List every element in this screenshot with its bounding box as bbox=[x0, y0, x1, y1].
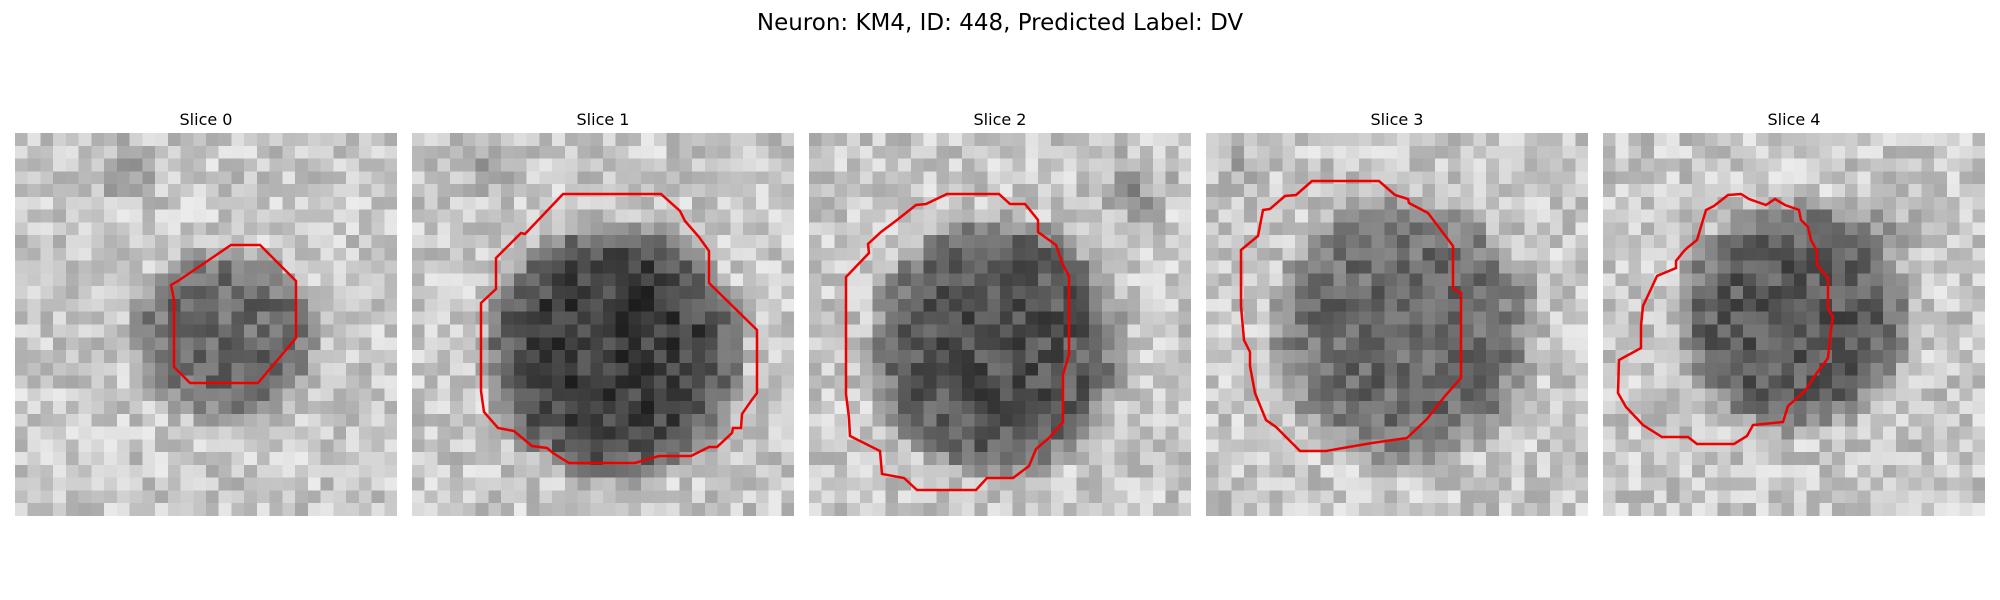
slice-2-title: Slice 2 bbox=[973, 110, 1027, 129]
slice-0-title: Slice 0 bbox=[179, 110, 233, 129]
slice-4-contour-overlay bbox=[1616, 192, 1835, 446]
slice-4-panel bbox=[1603, 133, 1985, 516]
slice-0-contour-overlay bbox=[169, 243, 298, 385]
slice-4-contour bbox=[1616, 192, 1835, 446]
slice-0-contour bbox=[169, 243, 298, 385]
slice-1-contour-overlay bbox=[479, 192, 759, 465]
figure-title: Neuron: KM4, ID: 448, Predicted Label: D… bbox=[756, 10, 1244, 36]
slice-1-image bbox=[412, 133, 794, 516]
slice-3-title: Slice 3 bbox=[1370, 110, 1424, 129]
slice-3-contour bbox=[1239, 179, 1463, 453]
slice-1-panel bbox=[412, 133, 794, 516]
slice-4-image bbox=[1603, 133, 1985, 516]
slice-1-title: Slice 1 bbox=[576, 110, 630, 129]
slice-1-contour bbox=[479, 192, 759, 465]
slice-4-title: Slice 4 bbox=[1767, 110, 1821, 129]
slice-2-contour bbox=[844, 192, 1071, 492]
slice-2-image bbox=[809, 133, 1191, 516]
slice-3-panel bbox=[1206, 133, 1588, 516]
slice-2-panel bbox=[809, 133, 1191, 516]
slice-2-contour-overlay bbox=[844, 192, 1071, 492]
slice-3-contour-overlay bbox=[1239, 179, 1463, 453]
slice-0-image bbox=[15, 133, 397, 516]
slice-0-panel bbox=[15, 133, 397, 516]
